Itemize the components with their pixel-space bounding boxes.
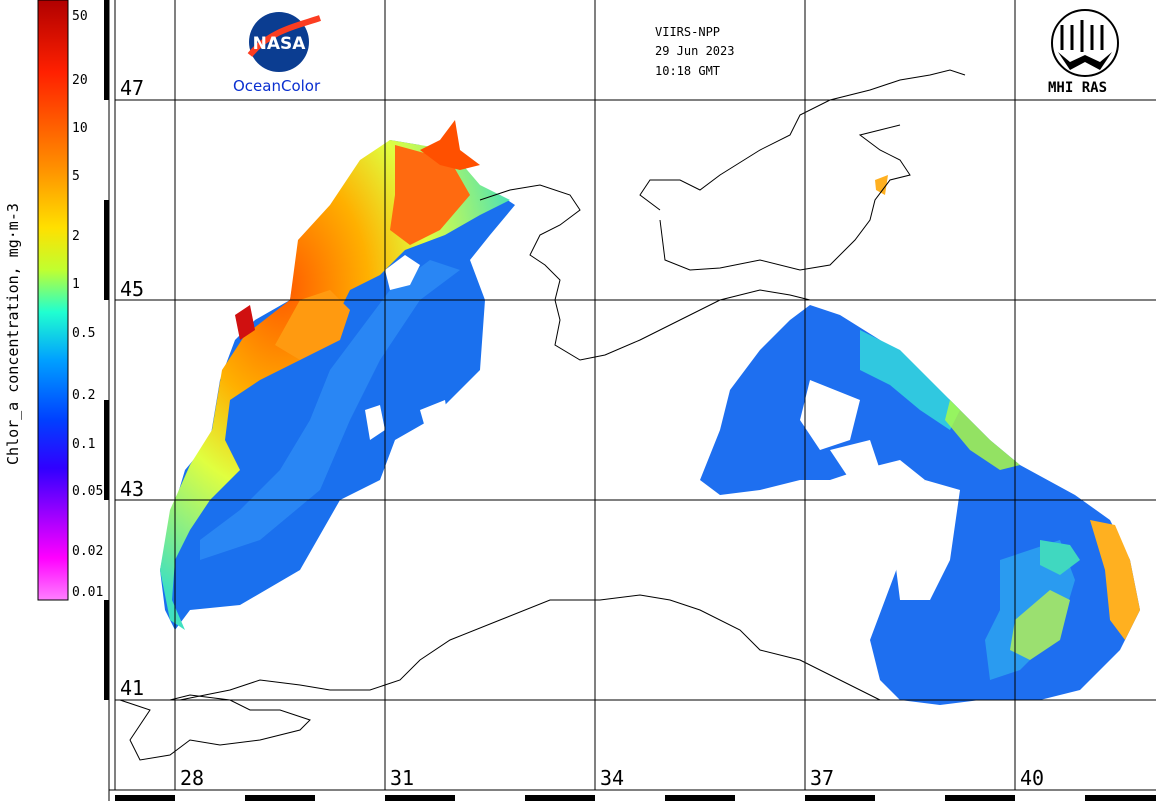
colorbar-label-0-1: 0.1 (72, 437, 96, 452)
lon-label-28: 28 (180, 766, 205, 790)
lat-label-43: 43 (120, 477, 145, 501)
mhi-ras-logo (1051, 9, 1119, 77)
colorbar-label-0-2: 0.2 (72, 388, 96, 403)
colorbar-label-5: 5 (72, 169, 80, 184)
colorbar-label-0-01: 0.01 (72, 585, 104, 600)
west-basin-chlorophyll (160, 120, 515, 630)
oceancolor-caption: OceanColor (233, 77, 321, 95)
nasa-logo: NASA (247, 12, 321, 72)
colorbar-label-20: 20 (72, 73, 88, 88)
lat-label-47: 47 (120, 76, 145, 100)
lon-label-37: 37 (810, 766, 835, 790)
image-date: 29 Jun 2023 (655, 44, 735, 58)
nasa-logo-text: NASA (253, 34, 307, 54)
colorbar-label-10: 10 (72, 121, 88, 136)
lon-label-40: 40 (1020, 766, 1045, 790)
colorbar-title: Chlor_a concentration, mg·m-3 (4, 203, 22, 465)
image-time: 10:18 GMT (655, 64, 721, 78)
latitude-tick-bar (104, 0, 116, 801)
colorbar-label-50: 50 (72, 9, 88, 24)
east-basin-chlorophyll (700, 175, 1140, 705)
longitude-tick-bar (109, 789, 1156, 801)
colorbar-label-2: 2 (72, 229, 80, 244)
colorbar-label-1: 1 (72, 277, 80, 292)
sensor-name: VIIRS-NPP (655, 25, 721, 39)
graticule (115, 0, 1156, 790)
colorbar-label-0-05: 0.05 (72, 484, 104, 499)
colorbar-label-0-02: 0.02 (72, 544, 104, 559)
lon-label-31: 31 (390, 766, 415, 790)
lat-label-45: 45 (120, 277, 145, 301)
mhi-ras-caption: MHI RAS (1048, 80, 1108, 96)
lat-label-41: 41 (120, 676, 145, 700)
colorbar (37, 0, 69, 601)
lon-label-34: 34 (600, 766, 625, 790)
colorbar-label-0-5: 0.5 (72, 326, 96, 341)
